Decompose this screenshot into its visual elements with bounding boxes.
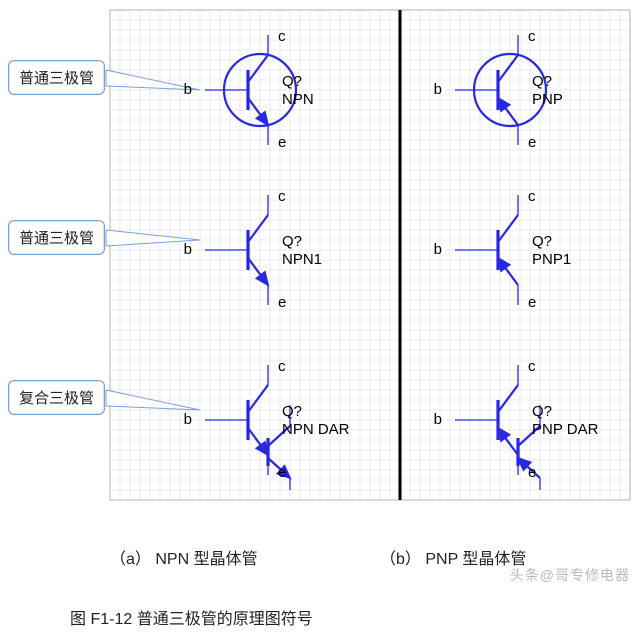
- svg-text:e: e: [528, 294, 536, 311]
- callout-0: 普通三极管: [8, 60, 105, 95]
- svg-text:Q?: Q?: [282, 403, 302, 420]
- svg-text:PNP1: PNP1: [532, 251, 571, 268]
- svg-text:c: c: [528, 28, 536, 45]
- svg-text:Q?: Q?: [282, 73, 302, 90]
- svg-text:c: c: [278, 28, 286, 45]
- svg-text:PNP: PNP: [532, 91, 563, 108]
- callout-2-text: 复合三极管: [19, 390, 94, 407]
- caption-left: （a） NPN 型晶体管: [110, 545, 258, 569]
- svg-text:Q?: Q?: [532, 73, 552, 90]
- svg-text:PNP DAR: PNP DAR: [532, 421, 599, 438]
- svg-text:b: b: [434, 411, 442, 428]
- svg-text:b: b: [434, 81, 442, 98]
- caption-figure-text: 图 F1-12 普通三极管的原理图符号: [70, 611, 313, 628]
- svg-text:c: c: [528, 188, 536, 205]
- svg-text:e: e: [528, 134, 536, 151]
- svg-text:Q?: Q?: [532, 233, 552, 250]
- svg-text:e: e: [278, 294, 286, 311]
- svg-text:NPN DAR: NPN DAR: [282, 421, 350, 438]
- svg-text:NPN: NPN: [282, 91, 314, 108]
- svg-text:c: c: [528, 358, 536, 375]
- svg-text:b: b: [184, 81, 192, 98]
- caption-figure: 图 F1-12 普通三极管的原理图符号: [70, 605, 313, 629]
- diagram-svg: bceQ?NPNbceQ?PNPbceQ?NPN1bceQ?PNP1bceQ?N…: [0, 0, 640, 640]
- svg-text:e: e: [278, 464, 286, 481]
- svg-text:b: b: [184, 241, 192, 258]
- callout-0-text: 普通三极管: [19, 70, 94, 87]
- svg-text:e: e: [528, 464, 536, 481]
- svg-text:Q?: Q?: [282, 233, 302, 250]
- svg-text:e: e: [278, 134, 286, 151]
- watermark-text: 头条@哥专修电器: [510, 567, 630, 583]
- callout-1: 普通三极管: [8, 220, 105, 255]
- caption-left-text: （a） NPN 型晶体管: [110, 551, 258, 568]
- caption-right-text: （b） PNP 型晶体管: [380, 551, 526, 568]
- svg-text:c: c: [278, 188, 286, 205]
- svg-text:b: b: [434, 241, 442, 258]
- svg-text:Q?: Q?: [532, 403, 552, 420]
- watermark: 头条@哥专修电器: [510, 565, 630, 585]
- svg-text:NPN1: NPN1: [282, 251, 322, 268]
- svg-text:c: c: [278, 358, 286, 375]
- callout-1-text: 普通三极管: [19, 230, 94, 247]
- svg-text:b: b: [184, 411, 192, 428]
- diagram-stage: bceQ?NPNbceQ?PNPbceQ?NPN1bceQ?PNP1bceQ?N…: [0, 0, 640, 640]
- callout-2: 复合三极管: [8, 380, 105, 415]
- caption-right: （b） PNP 型晶体管: [380, 545, 526, 569]
